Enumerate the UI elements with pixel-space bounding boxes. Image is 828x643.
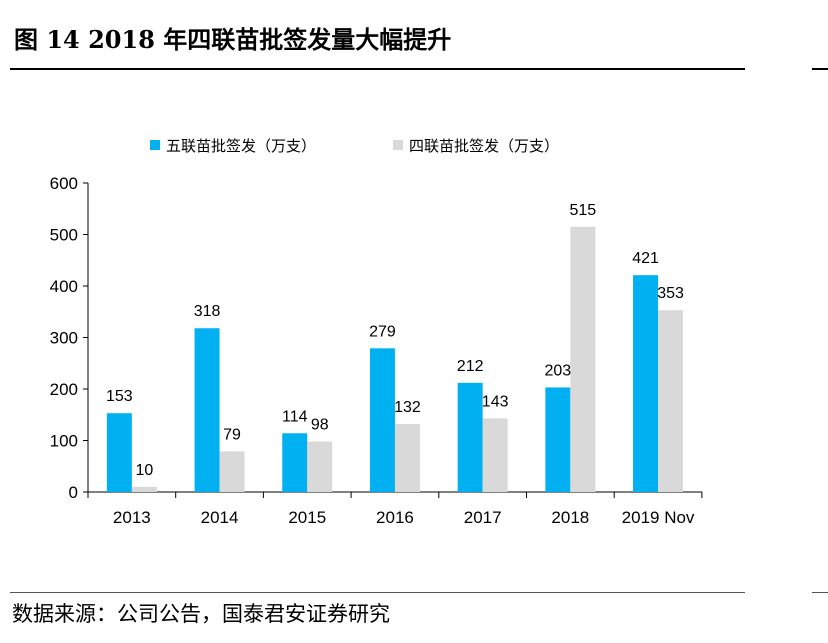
y-tick-label: 100 [50, 432, 78, 451]
bar-series2 [219, 451, 245, 492]
y-tick-label: 600 [50, 174, 78, 193]
bar-series1 [457, 382, 483, 492]
x-tick-label: 2017 [464, 508, 502, 527]
data-label: 10 [135, 462, 153, 479]
x-tick-label: 2018 [551, 508, 589, 527]
data-labels: 153 10 318 79 114 98 279 132 212 143 203 515 421 353 [106, 202, 684, 479]
bar-series1 [194, 328, 220, 492]
data-label: 143 [482, 393, 509, 410]
legend-swatch-1 [150, 140, 160, 150]
legend: 五联苗批签发（万支） 四联苗批签发（万支） [150, 137, 559, 155]
source-note: 数据来源：公司公告，国泰君安证券研究 [12, 602, 390, 626]
y-tick-label: 0 [69, 483, 78, 502]
data-label: 279 [369, 323, 396, 340]
x-tick-label: 2016 [376, 508, 414, 527]
data-label: 79 [223, 426, 241, 443]
y-tick-label: 300 [50, 329, 78, 348]
data-label: 132 [394, 399, 421, 416]
y-tick-label: 500 [50, 226, 78, 245]
figure-title: 图 14 2018 年四联苗批签发量大幅提升 [14, 25, 452, 54]
bar-series1 [106, 413, 132, 492]
x-tick-label: 2019 Nov [622, 508, 695, 527]
data-label: 98 [311, 417, 329, 434]
data-label: 515 [569, 202, 596, 219]
data-label: 421 [632, 250, 659, 267]
legend-label-2: 四联苗批签发（万支） [409, 137, 559, 155]
bar-series2 [570, 226, 596, 492]
bar-series1 [369, 348, 395, 492]
data-label: 212 [457, 358, 484, 375]
data-label: 153 [106, 388, 133, 405]
bar-series1 [282, 433, 308, 492]
legend-label-1: 五联苗批签发（万支） [166, 137, 316, 155]
bar-series2 [131, 486, 157, 492]
bar-series2 [394, 424, 420, 492]
bar-series2 [658, 310, 684, 492]
bar-series1 [633, 275, 659, 492]
legend-swatch-2 [393, 140, 403, 150]
data-label: 114 [282, 408, 308, 425]
x-tick-label: 2013 [113, 508, 151, 527]
data-label: 318 [194, 303, 221, 320]
x-tick-label: 2015 [288, 508, 326, 527]
data-label: 203 [544, 362, 571, 379]
bar-series2 [482, 418, 508, 492]
bar-series1 [545, 387, 571, 492]
footer-divider-right [812, 592, 828, 593]
y-tick-label: 200 [50, 380, 78, 399]
data-label: 353 [657, 285, 684, 302]
title-divider [10, 68, 745, 70]
bars [106, 226, 684, 492]
x-tick-label: 2014 [201, 508, 239, 527]
y-tick-label: 400 [50, 277, 78, 296]
x-axis: 2013 2014 2015 2016 2017 2018 2019 Nov [87, 491, 703, 527]
bar-series2 [307, 441, 333, 492]
footer-divider [10, 592, 745, 593]
y-axis: 0 100 200 300 400 500 600 [50, 174, 89, 502]
title-divider-right [812, 68, 828, 70]
